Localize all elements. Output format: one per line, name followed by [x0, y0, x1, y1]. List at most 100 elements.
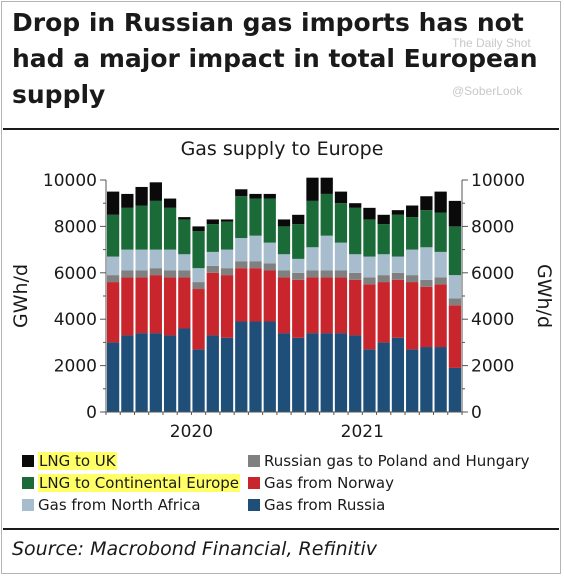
watermark-daily-shot: The Daily Shot [452, 36, 531, 50]
bar-6-10 [235, 189, 248, 197]
headline: Drop in Russian gas imports has not had … [12, 8, 538, 109]
bar-5-19 [363, 219, 376, 257]
y-tick-label-right: 0 [471, 403, 482, 423]
legend-item-lng-continental: LNG to Continental Europe [22, 474, 241, 492]
bar-6-25 [448, 200, 462, 227]
bar-6-12 [263, 193, 276, 199]
bar-2-4 [149, 275, 162, 334]
bar-6-2 [121, 193, 134, 208]
bar-4-24 [434, 251, 447, 278]
bar-4-25 [448, 275, 462, 299]
bar-4-20 [377, 254, 390, 276]
bar-4-4 [149, 249, 162, 269]
bar-5-5 [163, 207, 177, 250]
bar-5-13 [277, 226, 291, 255]
y-tick-label-right: 2000 [471, 357, 514, 377]
bar-3-23 [420, 279, 433, 287]
legend-item-north-africa: Gas from North Africa [22, 496, 201, 514]
legend-label-lng-continental: LNG to Continental Europe [38, 474, 241, 492]
bar-1-20 [377, 342, 390, 412]
bar-2-13 [277, 277, 291, 334]
bar-5-7 [192, 231, 205, 269]
bar-1-13 [277, 333, 291, 412]
bottom-divider [3, 528, 559, 530]
bar-5-23 [420, 210, 433, 248]
bar-6-5 [163, 198, 177, 208]
bar-1-17 [334, 333, 348, 412]
bar-2-22 [406, 282, 419, 350]
bar-1-16 [320, 333, 333, 412]
bar-2-2 [121, 277, 134, 336]
bar-6-21 [391, 210, 405, 215]
bar-6-13 [277, 219, 291, 227]
bar-1-10 [235, 321, 248, 412]
bar-4-12 [263, 242, 276, 264]
bar-2-5 [163, 277, 177, 336]
legend-item-norway: Gas from Norway [248, 474, 394, 492]
bar-4-16 [320, 235, 333, 271]
y-tick-label-left: 0 [86, 403, 97, 423]
bar-3-25 [448, 298, 462, 306]
bar-5-22 [406, 217, 419, 250]
legend-label-russian-poland-hungary: Russian gas to Poland and Hungary [264, 452, 530, 470]
bar-5-25 [448, 226, 462, 276]
bar-4-18 [349, 254, 362, 273]
bar-4-10 [235, 238, 248, 262]
bar-5-15 [306, 200, 319, 248]
bar-5-14 [292, 224, 305, 259]
bar-4-2 [121, 249, 134, 271]
bar-1-21 [391, 337, 405, 412]
bar-1-19 [363, 349, 376, 412]
bar-5-3 [135, 205, 148, 250]
x-tick-label-2020: 2020 [170, 422, 213, 442]
bar-4-13 [277, 254, 291, 271]
bar-3-5 [163, 270, 177, 278]
bar-4-1 [107, 256, 120, 276]
bar-3-24 [434, 277, 447, 285]
bar-5-12 [263, 198, 276, 243]
bar-5-24 [434, 212, 447, 252]
bar-6-4 [149, 182, 162, 201]
bar-1-2 [121, 335, 134, 412]
bar-4-14 [292, 258, 305, 273]
bar-2-12 [263, 270, 276, 322]
bar-2-14 [292, 279, 305, 338]
bar-4-17 [334, 242, 348, 271]
bar-2-8 [206, 272, 219, 336]
bar-1-3 [135, 333, 148, 412]
bar-1-5 [163, 335, 177, 412]
bar-2-16 [320, 277, 333, 334]
y-tick-label-left: 6000 [54, 264, 97, 284]
bar-4-23 [420, 247, 433, 280]
bar-1-15 [306, 333, 319, 412]
bar-2-7 [192, 289, 205, 350]
bar-1-23 [420, 347, 433, 412]
bar-5-20 [377, 224, 390, 255]
y-tick-label-left: 10000 [43, 171, 97, 191]
bar-3-10 [235, 261, 248, 269]
bar-4-22 [406, 249, 419, 276]
bar-3-6 [178, 270, 191, 278]
bar-5-9 [220, 221, 234, 250]
legend-swatch-north-africa [22, 499, 34, 511]
bar-2-15 [306, 277, 319, 334]
bar-1-25 [448, 367, 462, 412]
bar-3-20 [377, 275, 390, 283]
bar-2-20 [377, 282, 390, 343]
y-tick-label-left: 2000 [54, 357, 97, 377]
bar-3-12 [263, 263, 276, 271]
bar-2-10 [235, 268, 248, 322]
bar-6-17 [334, 191, 348, 204]
bar-3-16 [320, 270, 333, 278]
bar-2-23 [420, 286, 433, 348]
bar-1-24 [434, 347, 447, 412]
bar-2-21 [391, 279, 405, 338]
bar-4-3 [135, 249, 148, 271]
bar-2-11 [249, 268, 262, 322]
bar-1-8 [206, 335, 219, 412]
bar-5-8 [206, 224, 219, 252]
bar-2-24 [434, 284, 447, 348]
bar-2-17 [334, 277, 348, 334]
y-axis-title-left: GWh/d [10, 264, 32, 328]
